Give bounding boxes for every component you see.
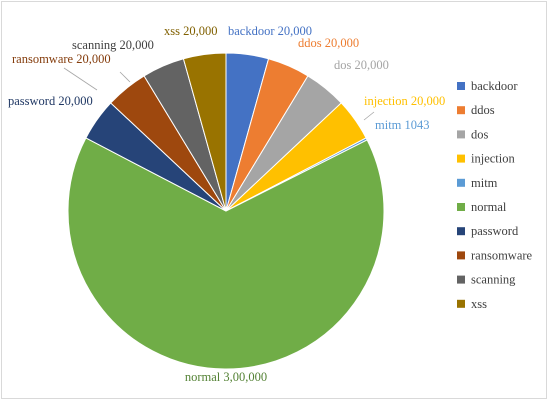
data-label-ransomware: ransomware 20,000: [12, 52, 111, 66]
data-label-dos: dos 20,000: [334, 58, 389, 72]
legend-label-xss: xss: [471, 297, 487, 311]
legend-swatch-normal: [457, 203, 465, 211]
legend-swatch-password: [457, 227, 465, 236]
leader-line-scanning: [119, 71, 131, 83]
data-label-ddos: ddos 20,000: [298, 36, 359, 50]
leader-line-ransomware: [63, 67, 98, 91]
data-label-password: password 20,000: [8, 94, 93, 108]
legend-label-backdoor: backdoor: [471, 79, 518, 93]
data-label-mitm: mitm 1043: [375, 118, 430, 132]
data-label-backdoor: backdoor 20,000: [228, 24, 312, 38]
pie-slice-normal: [67, 137, 385, 370]
legend-label-mitm: mitm: [471, 176, 498, 190]
data-label-xss: xss 20,000: [164, 24, 217, 38]
pie-slice-xss: [182, 52, 227, 212]
legend-label-injection: injection: [471, 152, 515, 166]
legend-swatch-injection: [457, 154, 465, 163]
leader-line-mitm: [363, 111, 375, 121]
legend-swatch-ddos: [457, 106, 465, 115]
legend-swatch-xss: [457, 299, 465, 308]
legend-label-password: password: [471, 224, 519, 238]
legend-swatch-mitm: [457, 178, 465, 187]
legend-swatch-dos: [457, 130, 465, 139]
data-label-scanning: scanning 20,000: [72, 38, 154, 52]
pie-slices: [67, 52, 385, 370]
legend-swatch-backdoor: [457, 82, 465, 90]
leader-lines: [63, 67, 375, 121]
legend-swatch-ransomware: [457, 251, 465, 260]
legend-label-ddos: ddos: [471, 103, 495, 117]
legend-swatch-scanning: [457, 275, 465, 284]
data-label-injection: injection 20,000: [364, 94, 445, 108]
legend-label-ransomware: ransomware: [471, 248, 533, 262]
legend-label-dos: dos: [471, 127, 489, 141]
legend-label-scanning: scanning: [471, 273, 516, 287]
legend-label-normal: normal: [471, 200, 507, 214]
legend: backdoor ddos dos injection mitm normal passwo…: [457, 79, 533, 311]
data-label-normal: normal 3,00,000: [185, 370, 267, 384]
